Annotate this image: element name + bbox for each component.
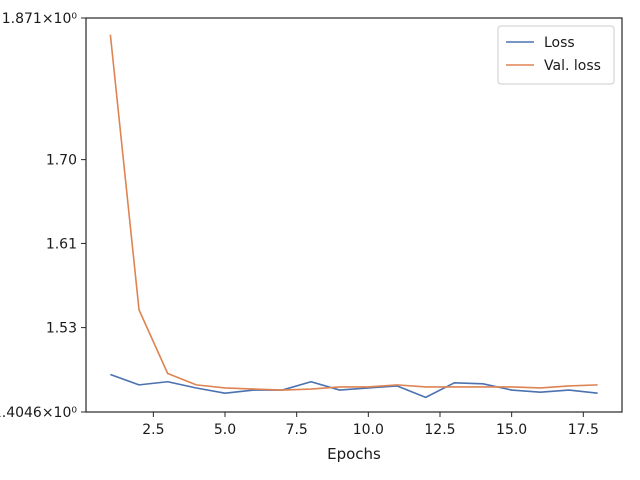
x-tick-label: 7.5: [286, 422, 308, 438]
y-tick-label: 1.70: [46, 153, 77, 169]
y-tick-label: 1.61: [46, 236, 77, 252]
legend-label-2: Val. loss: [544, 58, 601, 74]
x-axis: 2.5 5.0 7.5 10.0 12.5 15.0 17.5: [142, 412, 599, 438]
y-axis: 1.4046×10⁰ 1.53 1.61 1.70 1.871×10⁰: [0, 11, 86, 421]
x-tick-label: 5.0: [214, 422, 236, 438]
legend-box: [497, 25, 615, 85]
series-layer: [109, 34, 598, 399]
x-tick-label: 12.5: [424, 422, 455, 438]
series-line-2: [109, 34, 598, 391]
x-tick-label: 17.5: [568, 422, 599, 438]
x-tick-label: 2.5: [142, 422, 164, 438]
legend-label-1: Loss: [544, 35, 575, 51]
y-tick-label: 1.53: [46, 321, 77, 337]
x-tick-label: 10.0: [353, 422, 384, 438]
plot-frame: [85, 17, 623, 413]
y-tick-label: 1.4046×10⁰: [0, 405, 77, 421]
y-tick-label: 1.871×10⁰: [2, 11, 78, 27]
series-line-1: [110, 373, 598, 399]
legend: Loss Val. loss: [497, 25, 615, 85]
x-axis-title: Epochs: [327, 445, 381, 463]
x-tick-label: 15.0: [496, 422, 527, 438]
